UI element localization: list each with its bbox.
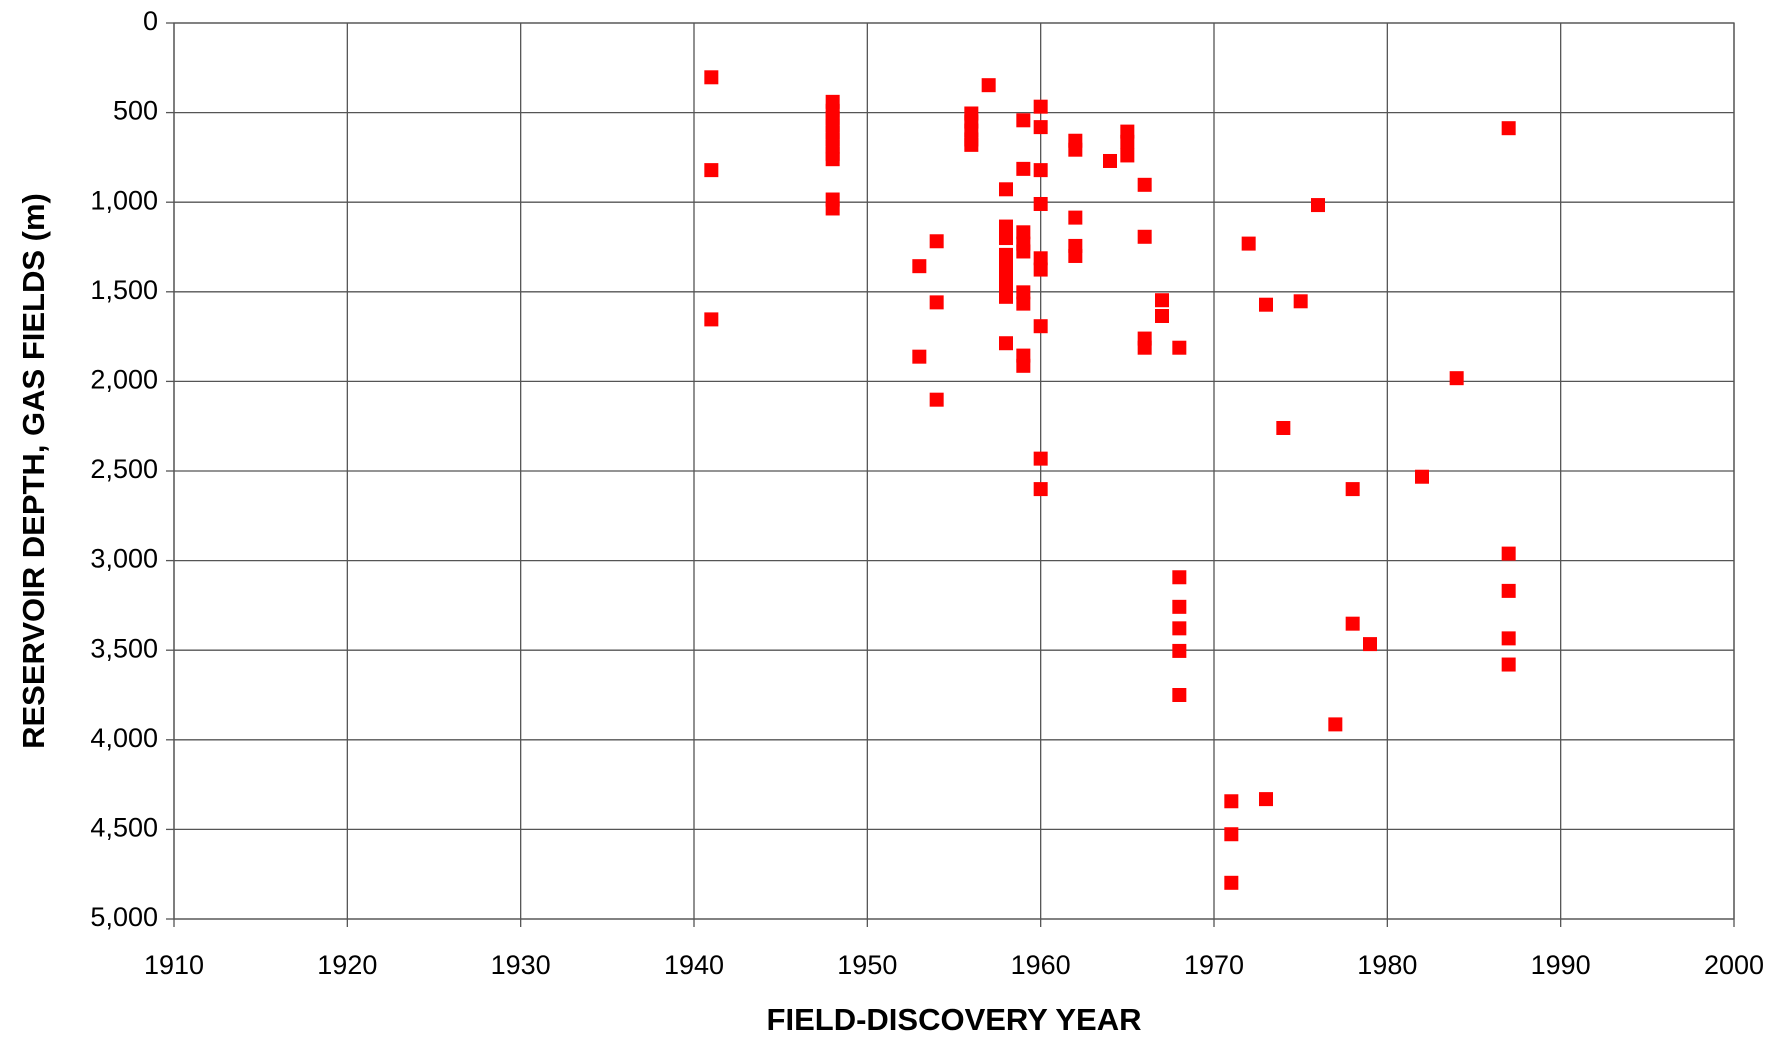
point (1033, 120, 1048, 135)
point (1311, 198, 1325, 213)
point (1068, 142, 1083, 157)
point (1155, 293, 1169, 308)
point (1328, 717, 1343, 732)
point (1016, 296, 1031, 311)
point (1033, 99, 1048, 114)
point (964, 137, 979, 152)
point (1276, 420, 1291, 435)
point (999, 182, 1013, 197)
point (1016, 113, 1031, 128)
point (981, 78, 996, 93)
point (1415, 469, 1429, 484)
point (1172, 599, 1187, 614)
point (1033, 196, 1048, 211)
point (1137, 177, 1152, 192)
point (999, 289, 1013, 304)
x-tick-label: 1920 (317, 950, 377, 980)
point (1172, 340, 1187, 355)
point (1293, 294, 1308, 309)
x-tick-label: 1910 (144, 950, 204, 980)
point (929, 392, 944, 407)
y-tick-label: 3,000 (90, 544, 158, 574)
point (1501, 657, 1516, 672)
y-tick-label: 2,000 (90, 365, 158, 395)
point (1016, 285, 1031, 300)
point (1033, 251, 1048, 266)
point (825, 201, 840, 216)
point (999, 259, 1013, 274)
x-axis-title: FIELD-DISCOVERY YEAR (767, 1002, 1142, 1037)
point (1068, 248, 1083, 263)
point (1016, 358, 1031, 373)
point (1241, 236, 1256, 251)
point (1172, 621, 1187, 636)
y-tick-label: 3,500 (90, 633, 158, 663)
point (1224, 794, 1239, 809)
point (704, 312, 719, 327)
point (1033, 451, 1048, 466)
point (999, 247, 1013, 262)
point (1501, 583, 1516, 598)
point (1172, 688, 1187, 702)
point (1449, 371, 1464, 386)
point (704, 70, 719, 85)
point (1137, 229, 1152, 244)
point (1345, 616, 1360, 631)
point (912, 349, 927, 364)
point (704, 163, 719, 178)
point (1172, 643, 1187, 658)
point (1068, 210, 1083, 225)
point (999, 270, 1013, 285)
plot-frame (173, 22, 1735, 920)
point (912, 259, 927, 274)
point (1345, 482, 1360, 497)
point (1033, 163, 1048, 178)
x-tick-label: 1980 (1357, 950, 1417, 980)
point (1016, 161, 1031, 176)
y-tick-label: 4,000 (90, 723, 158, 753)
y-axis-title: RESERVOIR DEPTH, GAS FIELDS (m) (16, 193, 51, 749)
point (825, 152, 840, 167)
point (1363, 637, 1377, 652)
x-tick-label: 2000 (1704, 950, 1764, 980)
point (929, 295, 944, 310)
x-tick-label: 1970 (1184, 950, 1244, 980)
y-tick-label: 5,000 (90, 902, 158, 932)
point (1501, 631, 1516, 646)
y-tick-label: 1,000 (90, 185, 158, 215)
x-tick-label: 1990 (1531, 950, 1591, 980)
x-tick-label: 1960 (1011, 950, 1071, 980)
y-tick-label: 1,500 (90, 275, 158, 305)
x-tick-label: 1950 (837, 950, 897, 980)
point (1137, 340, 1152, 355)
point (1155, 308, 1169, 323)
point (1103, 153, 1117, 168)
y-tick-label: 0 (143, 6, 158, 36)
point (1224, 827, 1239, 842)
y-tick-label: 500 (113, 96, 158, 126)
point (1172, 570, 1187, 585)
point (1033, 482, 1048, 497)
y-tick-label: 2,500 (90, 454, 158, 484)
point (999, 231, 1013, 246)
point (1224, 875, 1239, 890)
point (929, 234, 944, 249)
point (1033, 262, 1048, 277)
point (1120, 134, 1135, 149)
y-tick-label: 4,500 (90, 813, 158, 843)
point (999, 219, 1013, 234)
point (1501, 546, 1516, 561)
x-tick-label: 1930 (491, 950, 551, 980)
point (1033, 319, 1048, 334)
point (1259, 792, 1273, 807)
point (1501, 121, 1516, 136)
point (1259, 297, 1273, 312)
point (1016, 244, 1031, 259)
x-tick-label: 1940 (664, 950, 724, 980)
point (1016, 225, 1031, 240)
point (999, 336, 1013, 351)
point (1120, 148, 1135, 163)
